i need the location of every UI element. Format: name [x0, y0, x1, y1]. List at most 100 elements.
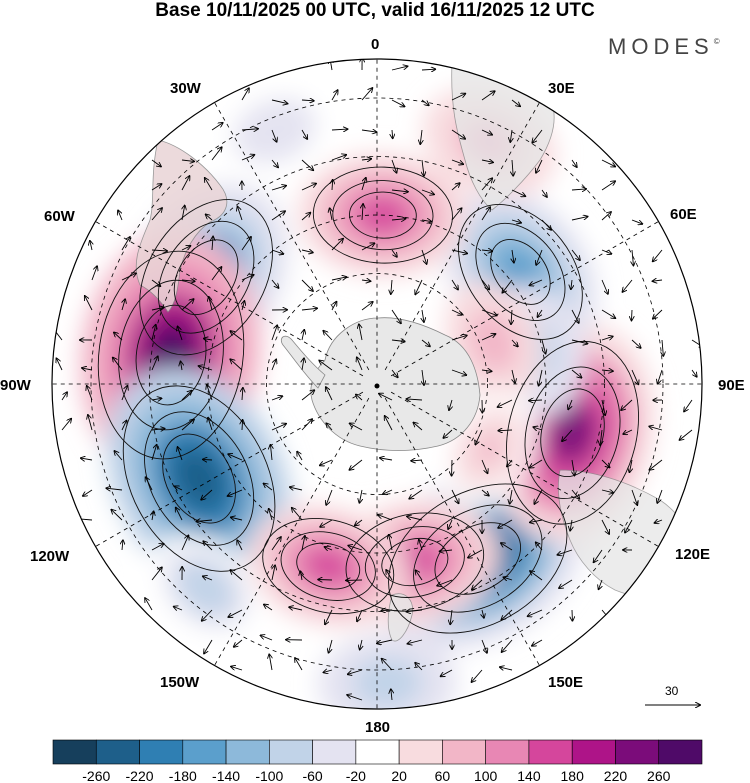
wind-arrow	[121, 237, 130, 251]
wind-arrow	[440, 550, 453, 551]
wind-arrow	[361, 280, 370, 281]
wind-arrow	[271, 129, 277, 142]
wind-arrow	[408, 639, 423, 644]
wind-arrow	[355, 519, 363, 525]
wind-arrow	[121, 386, 127, 401]
wind-arrow	[323, 331, 333, 341]
wind-arrow	[451, 369, 466, 375]
wind-arrow	[330, 208, 332, 221]
wind-arrow	[271, 325, 277, 341]
wind-arrow	[174, 607, 183, 610]
wind-arrow	[331, 277, 346, 280]
wind-arrow	[482, 609, 484, 618]
wind-arrow	[572, 459, 575, 475]
wind-arrow	[237, 540, 243, 551]
wind-arrow	[481, 129, 492, 135]
wind-arrow	[451, 249, 467, 253]
wind-arrow	[83, 489, 93, 496]
lon-label-150w: 150W	[160, 674, 200, 691]
wind-arrow	[386, 570, 393, 581]
wind-arrow	[481, 459, 488, 473]
wind-arrow	[530, 520, 543, 522]
wind-arrow	[211, 123, 223, 131]
wind-arrow	[680, 429, 693, 440]
wind-arrow	[151, 567, 162, 581]
wind-arrow	[530, 279, 543, 285]
wind-arrow	[571, 309, 579, 323]
wind-arrow	[332, 180, 333, 191]
wind-arrow	[406, 399, 423, 400]
wind-arrow	[481, 309, 497, 315]
wind-arrow	[501, 543, 513, 551]
height-contour	[506, 340, 639, 525]
wind-arrow	[389, 535, 393, 551]
wind-arrow	[557, 549, 573, 555]
wind-arrow	[271, 186, 286, 191]
wind-arrow	[181, 419, 194, 431]
wind-arrow	[662, 339, 663, 356]
wind-arrow	[511, 220, 521, 223]
wind-arrow	[81, 458, 93, 460]
wind-arrow	[151, 307, 164, 310]
wind-arrow	[481, 250, 492, 251]
wind-arrow	[451, 309, 462, 315]
wind-arrow	[537, 309, 543, 317]
wind-arrow	[601, 459, 610, 467]
wind-arrow	[631, 489, 637, 505]
wind-arrow	[361, 302, 373, 311]
wind-arrow	[181, 535, 188, 551]
wind-arrow	[206, 214, 213, 221]
wind-arrow	[297, 452, 303, 461]
wind-arrow	[481, 639, 487, 653]
wind-arrow	[532, 639, 543, 646]
wind-arrow	[331, 155, 346, 161]
meridian-line	[214, 397, 370, 666]
wind-arrow	[392, 129, 393, 138]
wind-arrow	[511, 189, 525, 196]
wind-arrow	[437, 579, 453, 586]
wind-arrow	[599, 579, 602, 589]
wind-arrow	[261, 635, 273, 641]
meridian-line	[384, 102, 540, 371]
wind-arrow	[629, 459, 632, 472]
wind-arrow	[201, 489, 213, 500]
wind-arrow	[360, 639, 362, 650]
wind-arrow	[528, 609, 543, 616]
wind-arrow	[541, 189, 547, 197]
wind-arrow	[241, 88, 249, 101]
height-contour	[381, 537, 449, 587]
wind-arrow	[391, 340, 405, 341]
wind-arrow	[421, 189, 434, 194]
wind-arrow	[151, 398, 161, 400]
lon-label-150e: 150E	[548, 674, 584, 691]
wind-arrow	[356, 394, 363, 401]
height-contour	[540, 388, 605, 478]
wind-arrow	[391, 249, 397, 257]
wind-arrow	[481, 91, 495, 101]
wind-arrow	[151, 279, 160, 286]
anomaly-blob	[305, 548, 351, 584]
south-pole-marker	[374, 383, 380, 389]
wind-arrow	[481, 334, 495, 341]
wind-arrow	[361, 130, 376, 132]
wind-arrow	[419, 540, 422, 551]
wind-arrow	[529, 400, 543, 401]
wind-arrow	[502, 279, 513, 293]
wind-arrow	[272, 565, 275, 581]
wind-arrow	[61, 392, 67, 401]
modes-logo-text: MODES	[608, 34, 714, 59]
wind-arrow	[271, 396, 282, 401]
wind-arrow	[301, 159, 313, 170]
wind-arrow	[468, 549, 483, 558]
anomaly-blob	[479, 324, 507, 359]
wind-arrow	[264, 484, 273, 491]
wind-arrow	[570, 519, 572, 531]
meridian-line	[95, 221, 364, 377]
wind-arrow	[391, 219, 405, 220]
wind-arrow	[347, 695, 363, 701]
wind-arrow	[241, 237, 251, 251]
wind-arrow	[301, 100, 314, 101]
wind-arrow	[151, 544, 164, 551]
wind-arrow	[379, 394, 393, 401]
wind-arrow	[421, 99, 429, 105]
